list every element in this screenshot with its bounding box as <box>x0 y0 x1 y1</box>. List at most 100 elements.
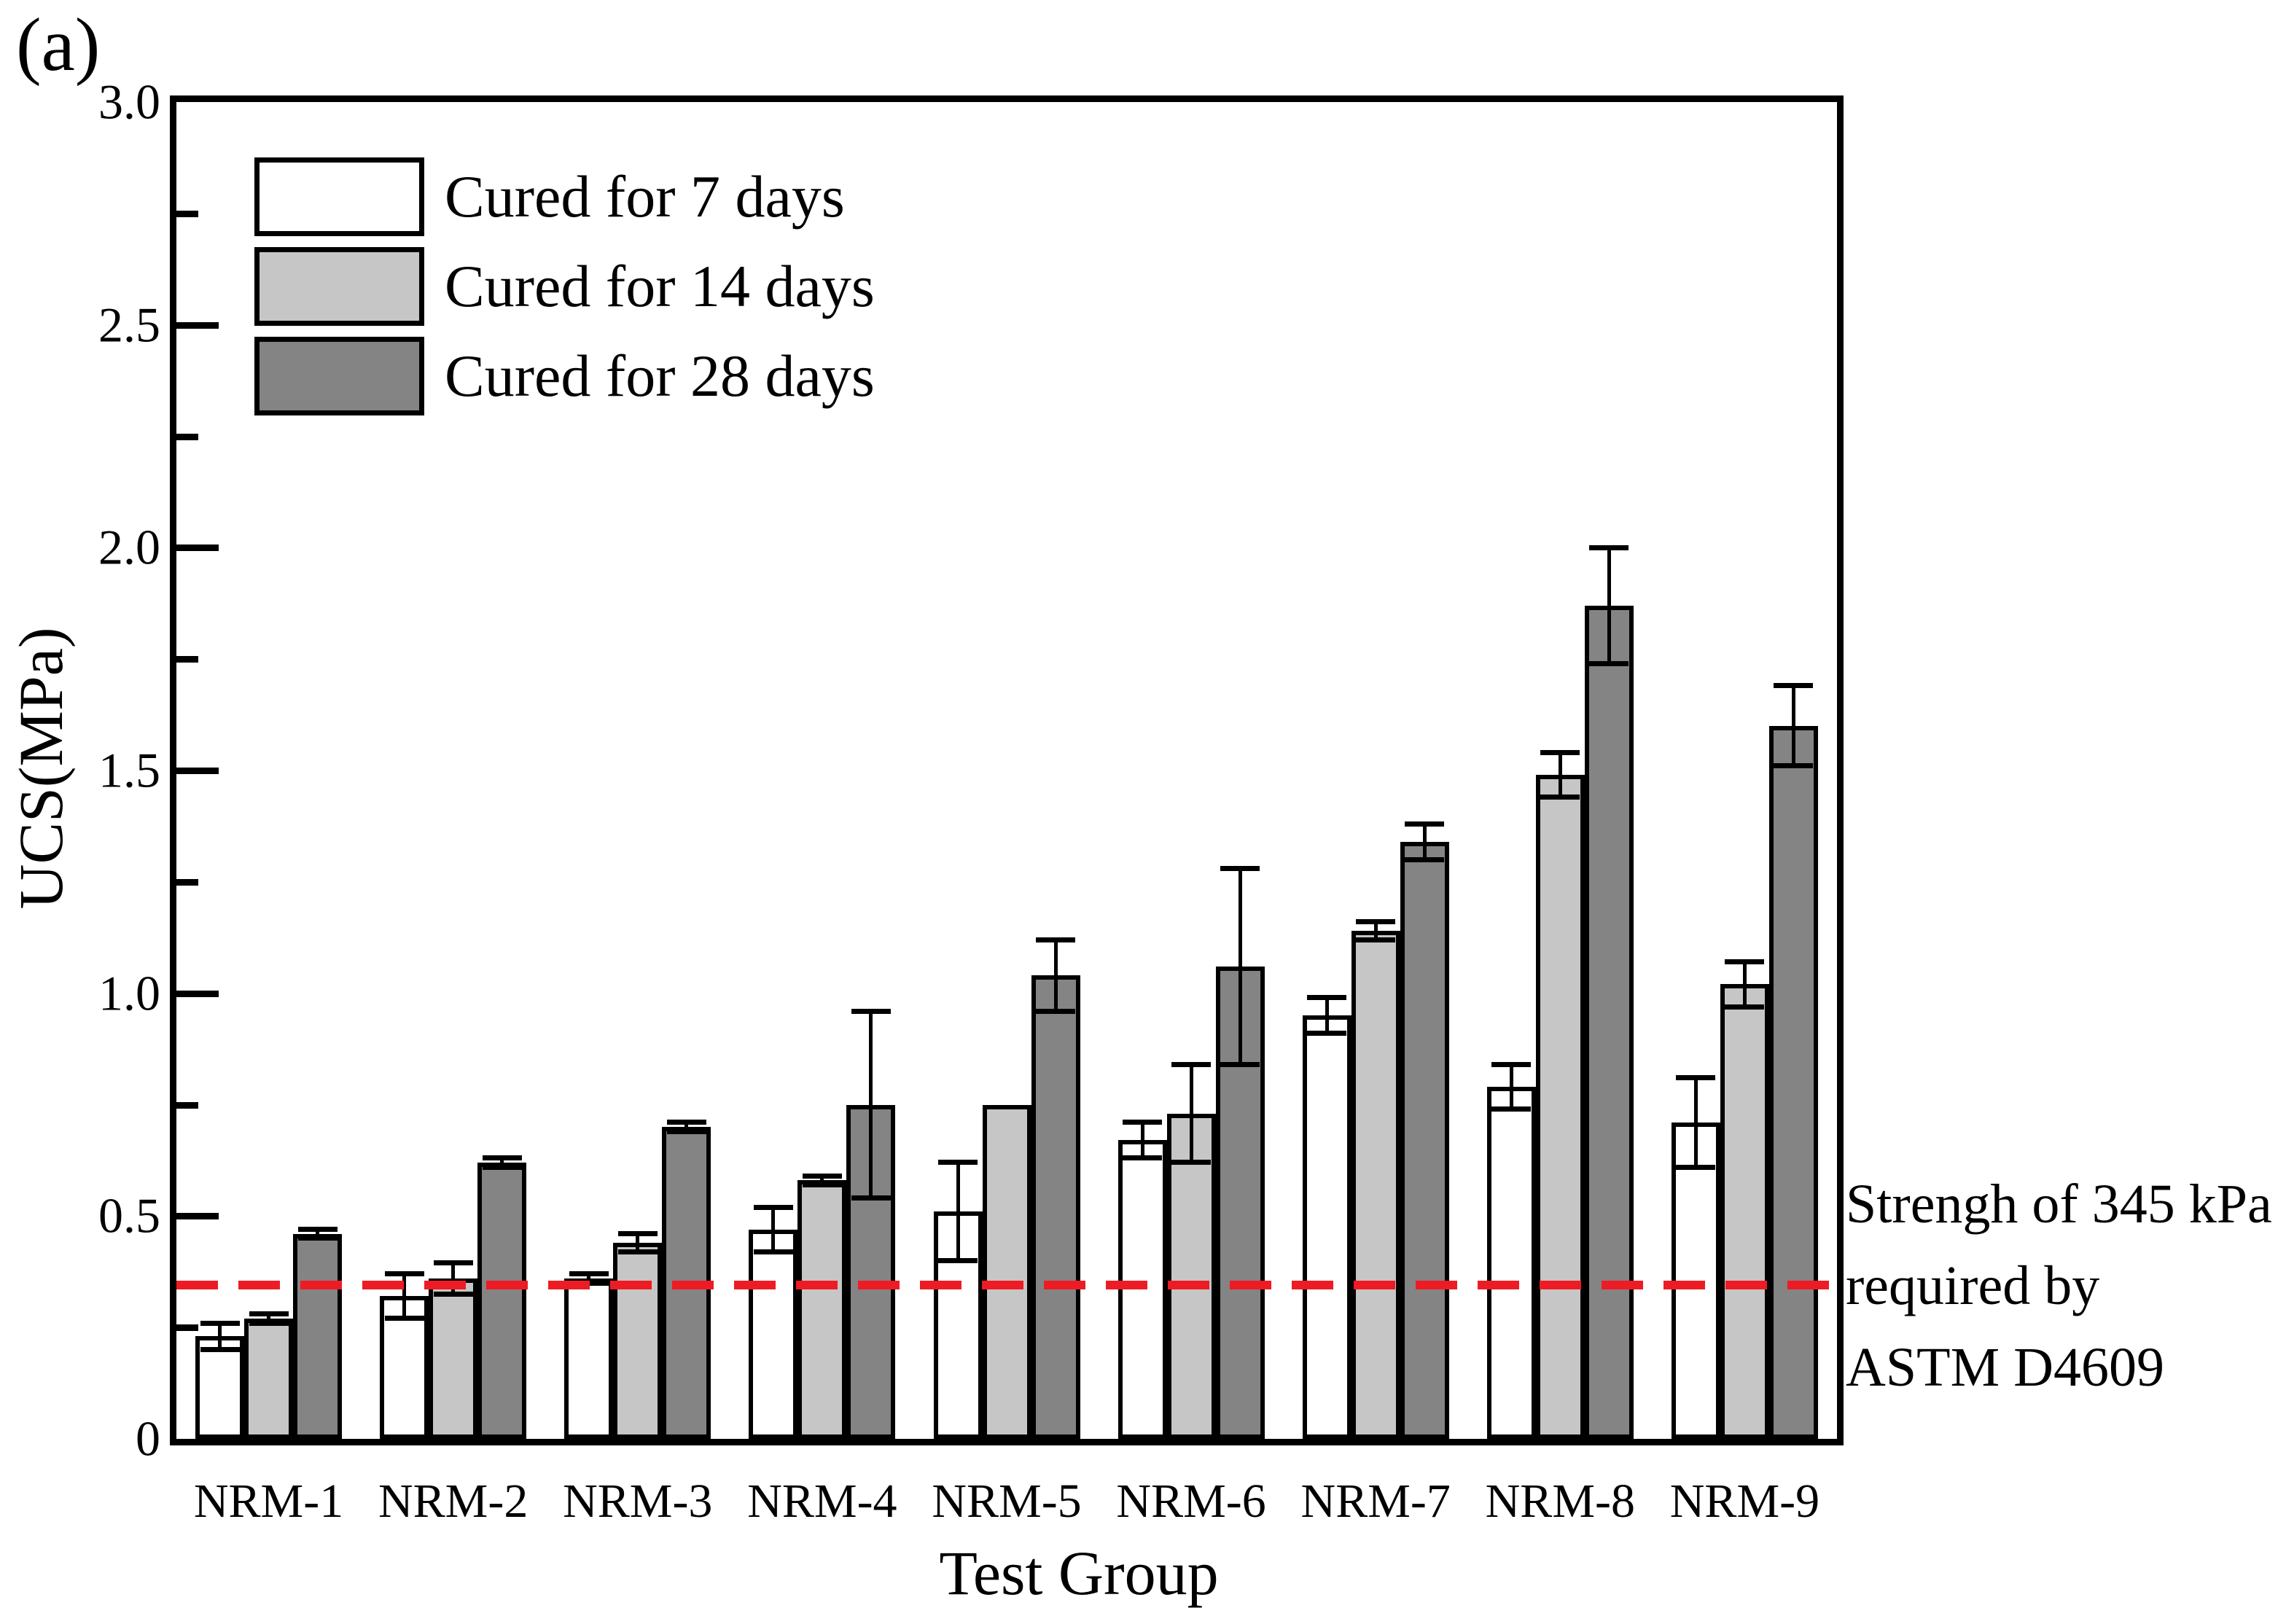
y-minor-tick <box>176 656 198 663</box>
error-bar-line <box>1509 1064 1513 1109</box>
legend-label-2: Cured for 14 days <box>445 253 875 319</box>
legend-label-3: Cured for 28 days <box>445 343 875 409</box>
error-bar-cap <box>1540 795 1580 800</box>
error-bar-line <box>869 1011 873 1198</box>
error-bar-cap <box>1725 1004 1765 1010</box>
y-major-tick <box>176 990 219 997</box>
error-bar-cap <box>1307 1031 1347 1037</box>
y-minor-tick <box>176 878 198 886</box>
y-tick-label: 0.5 <box>98 1187 160 1244</box>
error-bar-line <box>820 1176 824 1185</box>
y-minor-tick <box>176 1101 198 1109</box>
error-bar-cap <box>851 1008 891 1014</box>
error-bar-cap <box>384 1271 424 1277</box>
x-category-label: NRM-6 <box>1116 1475 1266 1528</box>
y-minor-tick <box>176 433 198 440</box>
error-bar-line <box>1189 1064 1193 1163</box>
error-bar-line <box>1140 1122 1144 1158</box>
error-bar-cap <box>1491 1061 1532 1067</box>
error-bar-cap <box>433 1291 473 1297</box>
error-bar-line <box>267 1313 271 1324</box>
error-bar-cap <box>1491 1106 1532 1112</box>
error-bar-cap <box>1220 865 1260 871</box>
x-category-label: NRM-7 <box>1300 1475 1451 1528</box>
bar-NRM-7-cured-for-28-days <box>1400 841 1449 1439</box>
error-bar-cap <box>433 1260 473 1266</box>
error-bar-cap <box>1123 1120 1163 1125</box>
error-bar-cap <box>617 1231 658 1237</box>
bar-NRM-8-cured-for-28-days <box>1584 605 1634 1439</box>
y-tick-label: 3.0 <box>98 74 160 130</box>
error-bar-line <box>771 1207 776 1252</box>
panel-label: (a) <box>16 3 101 87</box>
error-bar-cap <box>851 1195 891 1201</box>
bar-NRM-9-cured-for-14-days <box>1720 984 1769 1439</box>
y-major-tick <box>176 768 219 774</box>
error-bar-cap <box>482 1155 522 1161</box>
annotation-line: required by <box>1846 1255 2100 1316</box>
bar-NRM-6-cured-for-14-days <box>1166 1113 1216 1439</box>
bar-NRM-8-cured-for-7-days <box>1486 1087 1536 1439</box>
reference-line-annotation: Strengh of 345 kPa required by ASTM D4609 <box>1846 1163 2272 1408</box>
bar-NRM-3-cured-for-14-days <box>613 1243 663 1439</box>
bar-NRM-1-cured-for-7-days <box>195 1336 245 1439</box>
bar-NRM-9-cured-for-7-days <box>1671 1122 1720 1439</box>
error-bar-cap <box>200 1347 240 1353</box>
error-bar-cap <box>1540 750 1580 756</box>
error-bar-cap <box>802 1182 842 1188</box>
error-bar-cap <box>1774 683 1814 689</box>
error-bar-line <box>1325 997 1329 1034</box>
error-bar-cap <box>249 1320 289 1326</box>
error-bar-cap <box>938 1160 978 1166</box>
error-bar-line <box>500 1158 504 1168</box>
annotation-line: Strengh of 345 kPa <box>1846 1174 2272 1235</box>
x-category-label: NRM-3 <box>563 1475 713 1528</box>
error-bar-line <box>1558 752 1562 797</box>
error-bar-cap <box>200 1320 240 1326</box>
error-bar-line <box>1791 685 1795 766</box>
error-bar-cap <box>617 1249 658 1254</box>
error-bar-line <box>587 1273 591 1284</box>
error-bar-cap <box>1774 763 1814 769</box>
error-bar-line <box>1742 961 1747 1007</box>
error-bar-cap <box>297 1235 338 1241</box>
error-bar-line <box>1422 824 1427 860</box>
error-bar-cap <box>666 1128 706 1134</box>
error-bar-cap <box>666 1120 706 1125</box>
error-bar-cap <box>297 1227 338 1233</box>
error-bar-line <box>684 1122 689 1132</box>
y-major-tick <box>176 321 219 329</box>
annotation-line: ASTM D4609 <box>1846 1337 2165 1398</box>
x-category-label: NRM-1 <box>193 1475 344 1528</box>
error-bar-cap <box>1589 544 1629 550</box>
bar-NRM-6-cured-for-7-days <box>1117 1140 1167 1439</box>
error-bar-cap <box>1356 937 1396 942</box>
legend-label-1: Cured for 7 days <box>445 163 845 230</box>
error-bar-cap <box>1171 1160 1212 1166</box>
error-bar-cap <box>802 1173 842 1179</box>
bar-NRM-3-cured-for-7-days <box>564 1278 614 1439</box>
error-bar-cap <box>1356 919 1396 925</box>
y-tick-label: 2.5 <box>98 297 160 353</box>
bar-NRM-7-cured-for-14-days <box>1351 931 1400 1439</box>
x-axis-title: Test Group <box>939 1538 1219 1608</box>
error-bar-cap <box>1036 937 1075 942</box>
x-category-label: NRM-5 <box>932 1475 1082 1528</box>
error-bar-cap <box>753 1204 793 1210</box>
error-bar-cap <box>1676 1164 1716 1170</box>
error-bar-cap <box>1725 959 1765 965</box>
error-bar-cap <box>753 1249 793 1254</box>
error-bar-line <box>402 1273 407 1319</box>
error-bar-cap <box>1405 856 1445 862</box>
error-bar-line <box>636 1233 640 1252</box>
legend-swatch-2 <box>254 247 424 326</box>
y-tick-label: 1.5 <box>98 742 160 798</box>
bar-NRM-9-cured-for-28-days <box>1768 725 1818 1439</box>
error-bar-line <box>316 1229 320 1238</box>
error-bar-line <box>1053 940 1058 1012</box>
error-bar-cap <box>1676 1075 1716 1081</box>
legend-swatch-3 <box>254 337 424 415</box>
bar-NRM-5-cured-for-28-days <box>1031 975 1080 1439</box>
y-tick-label: 0 <box>136 1410 160 1467</box>
